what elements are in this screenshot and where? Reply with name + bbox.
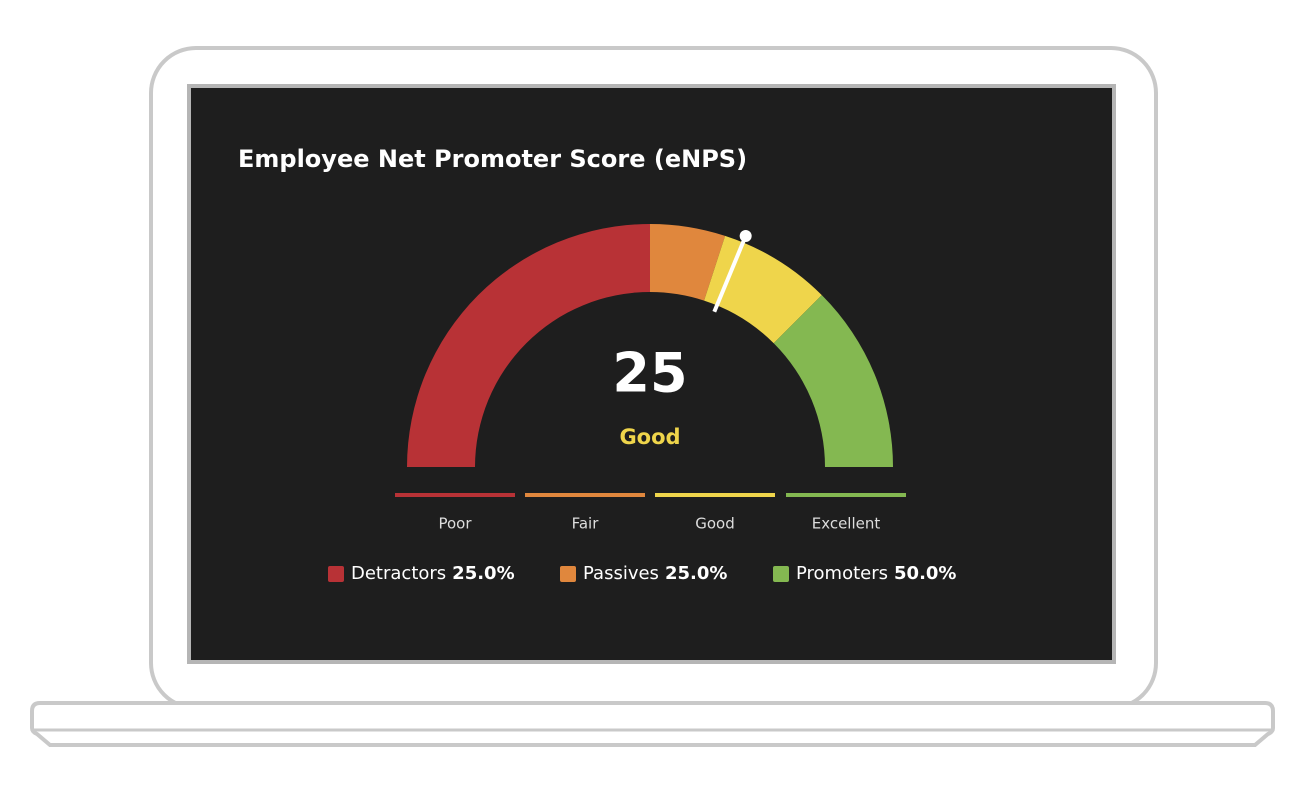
legend-entry: Promoters 50.0% [796, 563, 956, 584]
legend-value: 25.0% [452, 563, 514, 584]
legend-name: Passives [583, 563, 659, 584]
screen [187, 84, 1116, 664]
legend-value: 50.0% [894, 563, 956, 584]
needle-tip [739, 230, 752, 243]
laptop-base [30, 701, 1275, 747]
legend-name: Detractors [351, 563, 446, 584]
chart-title: Employee Net Promoter Score (eNPS) [238, 145, 747, 173]
legend-name: Promoters [796, 563, 888, 584]
legend-swatch [328, 566, 344, 582]
legend-entry: Passives 25.0% [583, 563, 727, 584]
gauge-status: Good [619, 425, 680, 449]
scale-label: Excellent [812, 515, 881, 533]
legend-swatch [560, 566, 576, 582]
legend-swatch [773, 566, 789, 582]
legend-value: 25.0% [665, 563, 727, 584]
gauge-band [650, 224, 726, 301]
scale-label: Fair [572, 515, 600, 533]
gauge-band [407, 224, 650, 467]
legend-entry: Detractors 25.0% [351, 563, 515, 584]
scale-label: Poor [438, 515, 472, 533]
gauge-band [773, 295, 893, 467]
scale-label: Good [695, 515, 735, 533]
gauge-value: 25 [612, 342, 687, 405]
gauge-needle [712, 235, 748, 313]
